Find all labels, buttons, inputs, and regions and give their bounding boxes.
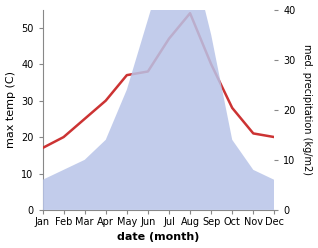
Y-axis label: max temp (C): max temp (C)	[5, 71, 16, 148]
X-axis label: date (month): date (month)	[117, 232, 200, 243]
Y-axis label: med. precipitation (kg/m2): med. precipitation (kg/m2)	[302, 44, 313, 175]
